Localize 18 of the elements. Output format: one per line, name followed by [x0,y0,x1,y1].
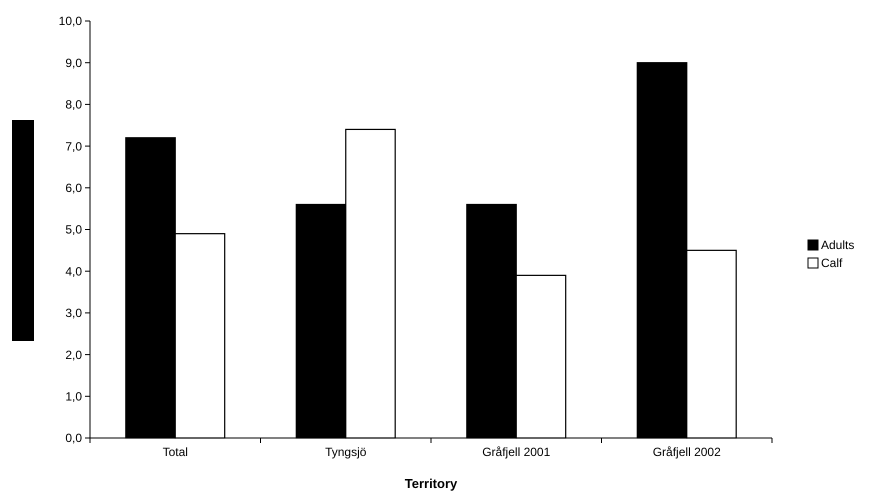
x-tick-label: Gråfjell 2001 [482,445,551,459]
y-tick-label: 2,0 [65,348,82,362]
y-tick-label: 3,0 [65,306,82,320]
y-tick-label: 10,0 [58,14,82,28]
x-axis-title: Territory [404,476,458,491]
y-tick-label: 4,0 [65,264,82,278]
x-tick-label: Tyngsjö [325,445,367,459]
legend-label: Adults [821,238,854,252]
legend-label: Calf [821,256,844,270]
y-tick-label: 0,0 [65,431,82,446]
y-tick-label: 5,0 [65,222,82,237]
y-tick-label: 7,0 [65,139,82,154]
y-tick-label: 8,0 [65,98,82,112]
x-tick-label: Total [162,445,188,459]
x-tick-label: Gråfjell 2002 [652,445,722,459]
y-tick-label: 6,0 [65,181,82,195]
y-tick-label: 9,0 [65,56,82,70]
y-tick-label: 1,0 [65,390,82,404]
